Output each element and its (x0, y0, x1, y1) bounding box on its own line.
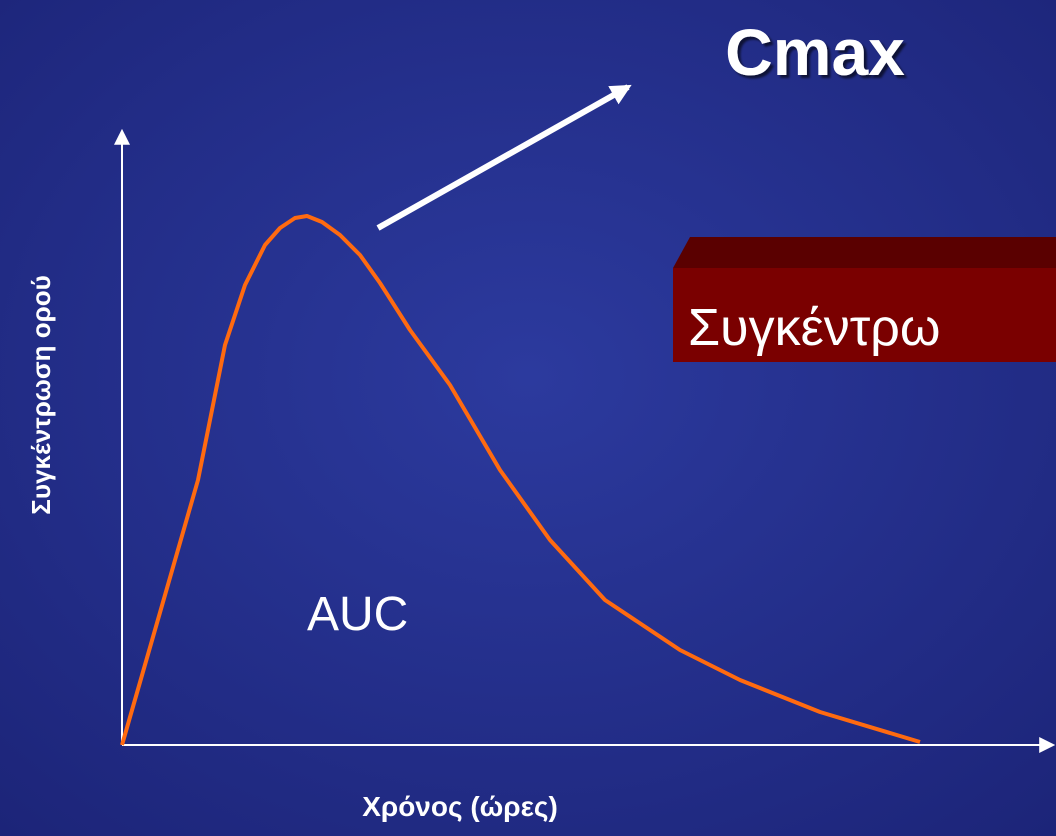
y-axis-label: Συγκέντρωση ορού (26, 275, 56, 514)
concentration-curve (120, 214, 921, 746)
box-bevel (673, 237, 1056, 268)
red-box (673, 268, 1056, 362)
cmax-arrow (376, 84, 632, 231)
cmax-label: Cmax (725, 15, 905, 89)
box-text: Συγκέντρω (688, 299, 940, 357)
auc-label: AUC (307, 588, 408, 641)
x-axis-label: Χρόνος (ώρες) (362, 791, 558, 822)
